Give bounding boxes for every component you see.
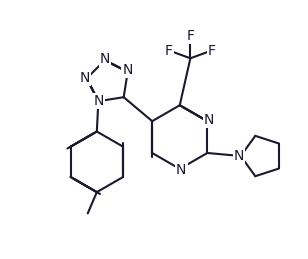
Text: N: N [93, 94, 103, 108]
Text: N: N [123, 63, 133, 77]
Text: N: N [176, 163, 186, 177]
Text: N: N [234, 149, 244, 163]
Text: N: N [80, 71, 90, 85]
Text: N: N [204, 113, 214, 127]
Text: F: F [186, 28, 194, 42]
Text: N: N [100, 52, 110, 66]
Text: F: F [208, 44, 216, 57]
Text: F: F [165, 44, 173, 57]
